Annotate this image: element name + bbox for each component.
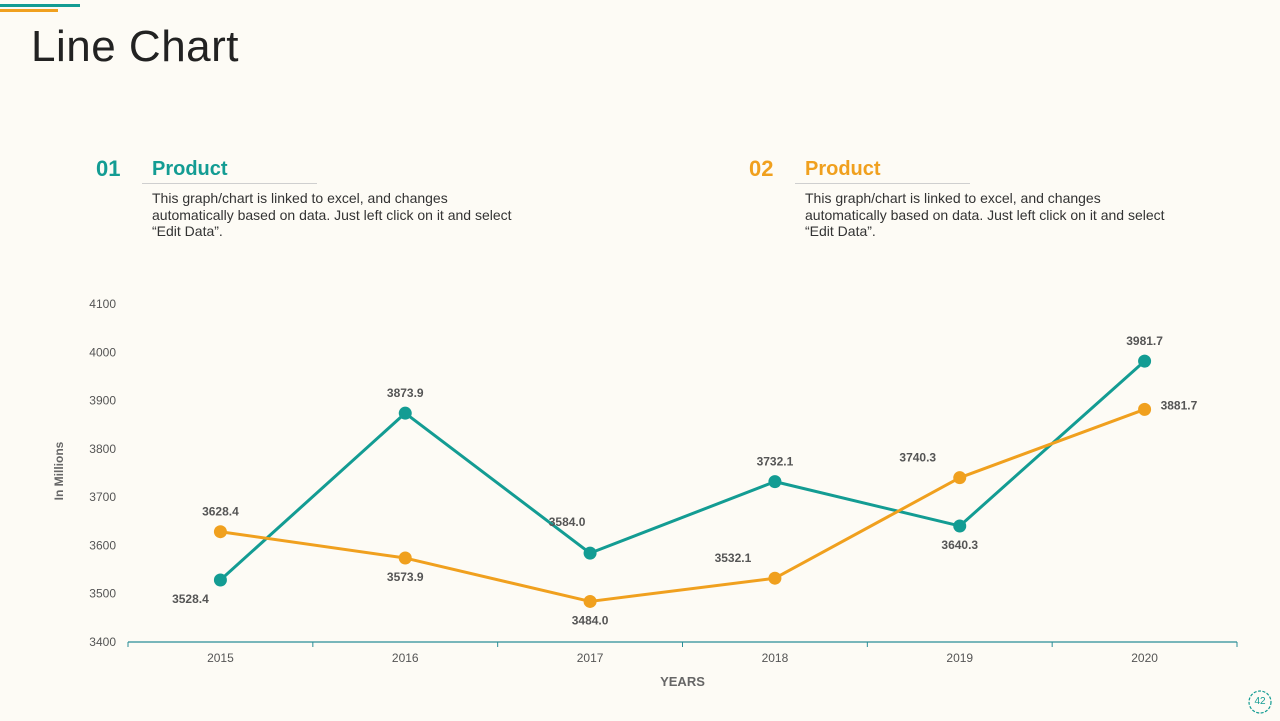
data-label: 3740.3 [899, 451, 936, 465]
x-axis-title: YEARS [660, 674, 705, 689]
y-tick-label: 3600 [89, 538, 116, 552]
x-tick-label: 2018 [762, 651, 789, 665]
data-label: 3584.0 [549, 515, 586, 529]
legend-description: This graph/chart is linked to excel, and… [152, 190, 512, 239]
x-tick-label: 2019 [946, 651, 973, 665]
series-line-1 [219, 360, 1146, 582]
y-tick-label: 3800 [89, 442, 116, 456]
y-tick-label: 3700 [89, 490, 116, 504]
legend-description: This graph/chart is linked to excel, and… [805, 190, 1165, 239]
data-label: 3640.3 [941, 538, 978, 552]
data-label: 3573.9 [387, 570, 424, 584]
legend-divider [795, 183, 970, 184]
header-accent-line-orange [0, 9, 58, 12]
data-label: 3873.9 [387, 386, 424, 400]
series-line-2 [220, 408, 1146, 603]
data-label: 3532.1 [715, 551, 752, 565]
legend-number: 01 [96, 156, 121, 181]
data-point [953, 471, 967, 485]
x-tick-label: 2020 [1131, 651, 1158, 665]
page-number-badge: 42 [1246, 688, 1274, 716]
y-tick-label: 3400 [89, 635, 116, 649]
y-tick-label: 4100 [89, 297, 116, 311]
legend-divider [142, 183, 317, 184]
y-tick-label: 3500 [89, 587, 116, 601]
y-tick-label: 3900 [89, 394, 116, 408]
x-tick-label: 2017 [577, 651, 604, 665]
x-tick-label: 2015 [207, 651, 234, 665]
data-label: 3528.4 [172, 592, 209, 606]
data-point [213, 573, 227, 587]
data-point [953, 519, 967, 533]
data-label: 3628.4 [202, 505, 239, 519]
gear-badge-icon [1248, 690, 1272, 714]
data-point [398, 406, 412, 420]
y-axis-title: In Millions [52, 441, 66, 500]
data-label: 3732.1 [757, 455, 794, 469]
data-point [213, 525, 227, 539]
header-accent-line-teal [0, 4, 80, 7]
data-label: 3981.7 [1126, 334, 1163, 348]
data-point [768, 475, 782, 489]
page-number: 42 [1254, 696, 1266, 707]
data-point [1138, 402, 1152, 416]
data-label: 3881.7 [1161, 398, 1198, 412]
legend-number: 02 [749, 156, 774, 181]
data-label: 3484.0 [572, 613, 609, 627]
y-tick-label: 4000 [89, 345, 116, 359]
data-point [1138, 354, 1152, 368]
data-point [398, 551, 412, 565]
legend-title: Product [152, 158, 228, 180]
data-point [768, 571, 782, 585]
x-tick-label: 2016 [392, 651, 419, 665]
legend-title: Product [805, 158, 881, 180]
data-point [583, 594, 597, 608]
page-title: Line Chart [31, 22, 240, 71]
data-point [583, 546, 597, 560]
